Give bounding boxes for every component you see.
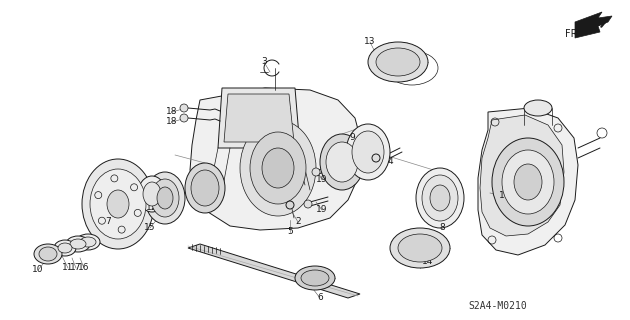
Text: 11: 11 [62,263,74,273]
Ellipse shape [185,163,225,213]
Ellipse shape [326,142,358,182]
Polygon shape [480,115,564,236]
Ellipse shape [416,168,464,228]
Ellipse shape [398,234,442,262]
Ellipse shape [422,175,458,221]
Circle shape [180,114,188,122]
Text: 3: 3 [261,58,267,67]
Ellipse shape [390,228,450,268]
Text: 9: 9 [349,133,355,142]
Text: 1: 1 [499,190,505,199]
Text: 12: 12 [146,204,158,212]
Text: 2: 2 [295,218,301,227]
Ellipse shape [514,164,542,200]
Ellipse shape [66,236,90,252]
Ellipse shape [39,247,57,261]
Ellipse shape [502,150,554,214]
Ellipse shape [376,48,420,76]
Text: 18: 18 [166,117,178,126]
Ellipse shape [492,138,564,226]
Text: 14: 14 [422,258,433,267]
Ellipse shape [58,243,72,253]
Text: 17: 17 [71,263,82,273]
Ellipse shape [250,132,306,204]
Ellipse shape [301,270,329,286]
Ellipse shape [90,169,146,239]
Ellipse shape [143,182,161,206]
Ellipse shape [151,179,179,217]
Text: 4: 4 [387,157,393,166]
Ellipse shape [430,185,450,211]
Ellipse shape [76,234,100,250]
Text: 19: 19 [316,205,328,214]
Text: 7: 7 [105,218,111,227]
Ellipse shape [34,244,62,264]
Text: 18: 18 [166,108,178,116]
Text: 10: 10 [32,266,43,275]
Ellipse shape [138,176,166,212]
Polygon shape [218,88,300,148]
Text: 16: 16 [78,263,89,273]
Ellipse shape [240,120,316,216]
Polygon shape [478,108,578,255]
Ellipse shape [80,237,96,247]
Polygon shape [575,12,612,38]
Text: 5: 5 [287,228,293,236]
Text: S2A4-M0210: S2A4-M0210 [468,301,527,311]
Text: 15: 15 [144,223,156,233]
Ellipse shape [145,172,185,224]
Circle shape [372,154,380,162]
Ellipse shape [346,124,390,180]
Ellipse shape [368,42,428,82]
Circle shape [304,200,312,208]
Text: 13: 13 [364,37,375,46]
Polygon shape [188,244,360,298]
Text: FR.: FR. [565,29,580,39]
Polygon shape [224,94,294,142]
Ellipse shape [54,240,76,256]
Text: 19: 19 [316,175,328,185]
Text: 6: 6 [317,293,323,302]
Ellipse shape [70,239,86,249]
Text: ·: · [289,203,291,207]
Ellipse shape [262,148,294,188]
Ellipse shape [82,159,154,249]
Ellipse shape [320,134,364,190]
Ellipse shape [191,170,219,206]
Circle shape [312,168,320,176]
Ellipse shape [295,266,335,290]
Polygon shape [190,88,362,230]
Ellipse shape [107,190,129,218]
Text: 8: 8 [439,223,445,233]
Ellipse shape [352,131,384,173]
Ellipse shape [157,187,173,209]
Circle shape [286,201,294,209]
Ellipse shape [524,100,552,116]
Circle shape [180,104,188,112]
